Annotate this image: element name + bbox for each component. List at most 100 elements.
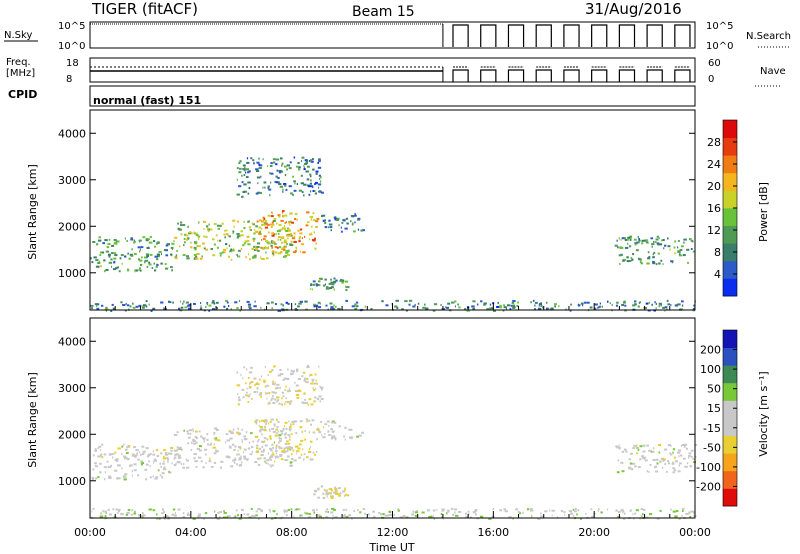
echo-cell (232, 459, 236, 462)
echo-cell (255, 514, 258, 517)
echo-cell (194, 460, 198, 463)
echo-cell (643, 458, 645, 461)
echo-cell (345, 508, 348, 511)
echo-cell (344, 494, 346, 497)
echo-cell (138, 514, 142, 517)
echo-cell (265, 257, 269, 260)
echo-cell (335, 279, 338, 282)
echo-cell (171, 269, 174, 272)
echo-cell (97, 239, 102, 242)
echo-cell (193, 302, 195, 305)
echo-cell (270, 449, 273, 452)
echo-cell (269, 429, 271, 432)
echo-cell (146, 256, 148, 259)
echo-cell (246, 391, 248, 394)
echo-cell (271, 427, 274, 430)
echo-cell (638, 239, 641, 242)
echo-cell (92, 454, 95, 457)
echo-cell (196, 253, 200, 255)
echo-cell (554, 303, 557, 306)
nave-tick-top: 60 (708, 58, 721, 69)
echo-cell (293, 241, 297, 243)
echo-cell (236, 236, 239, 239)
echo-cell (303, 164, 305, 167)
echo-cell (96, 307, 100, 310)
echo-cell (297, 447, 301, 450)
echo-cell (157, 469, 160, 472)
echo-cell (305, 170, 309, 173)
echo-cell (235, 509, 238, 512)
echo-cell (662, 306, 665, 309)
echo-cell (315, 220, 319, 223)
echo-cell (308, 193, 311, 196)
echo-cell (619, 263, 621, 265)
echo-cell (452, 513, 455, 516)
echo-cell (256, 440, 259, 443)
sounding-window-freq (452, 69, 469, 82)
echo-cell (159, 462, 162, 465)
echo-cell (317, 487, 320, 490)
echo-cell (194, 303, 196, 305)
echo-cell (238, 457, 242, 460)
echo-cell (120, 513, 124, 516)
colorbar-segment (723, 243, 737, 262)
echo-cell (290, 446, 294, 449)
echo-cell (108, 253, 111, 256)
echo-cell (167, 452, 171, 455)
echo-cell (168, 471, 172, 474)
echo-cell (171, 513, 175, 516)
echo-cell (284, 436, 287, 439)
colorbar-tick-label: 12 (707, 224, 721, 237)
echo-cell (558, 305, 560, 308)
echo-cell (298, 302, 302, 305)
echo-cell (272, 254, 275, 257)
echo-cell (146, 455, 150, 458)
echo-cell (632, 253, 635, 256)
echo-cell (275, 428, 279, 431)
echo-cell (569, 512, 574, 515)
echo-cell (389, 513, 393, 516)
echo-cell (267, 374, 269, 376)
echo-cell (646, 470, 649, 473)
echo-cell (293, 235, 296, 238)
echo-cell (247, 171, 250, 174)
echo-cell (654, 466, 656, 469)
echo-cell (295, 452, 297, 455)
echo-cell (465, 515, 469, 518)
echo-cell (491, 307, 494, 310)
echo-cell (288, 420, 290, 423)
echo-cell (658, 444, 662, 446)
echo-cell (159, 517, 161, 520)
nave-label: Nave (760, 66, 786, 77)
echo-cell (339, 492, 342, 495)
colorbar-segment (723, 137, 737, 156)
echo-cell (632, 468, 634, 471)
echo-cell (476, 303, 479, 306)
echo-cell (96, 305, 98, 308)
echo-cell (348, 514, 350, 517)
echo-cell (97, 476, 100, 479)
echo-cell (226, 229, 228, 232)
echo-cell (287, 237, 289, 240)
echo-cell (661, 239, 663, 242)
echo-cell (296, 183, 298, 186)
echo-cell (414, 514, 418, 517)
echo-cell (310, 284, 313, 287)
echo-cell (422, 306, 426, 309)
echo-cell (651, 303, 653, 306)
echo-cell (153, 240, 156, 243)
echo-cell (173, 240, 175, 243)
echo-cell (140, 462, 145, 464)
echo-cell (269, 172, 271, 175)
echo-cell (205, 235, 208, 238)
echo-cell (281, 227, 283, 229)
echo-cell (306, 165, 310, 168)
echo-cell (280, 228, 283, 231)
echo-cell (257, 242, 261, 245)
echo-cell (633, 517, 635, 520)
echo-cell (659, 460, 662, 463)
echo-cell (209, 443, 212, 446)
echo-cell (267, 242, 271, 245)
echo-cell (302, 251, 306, 254)
echo-cell (310, 382, 314, 385)
